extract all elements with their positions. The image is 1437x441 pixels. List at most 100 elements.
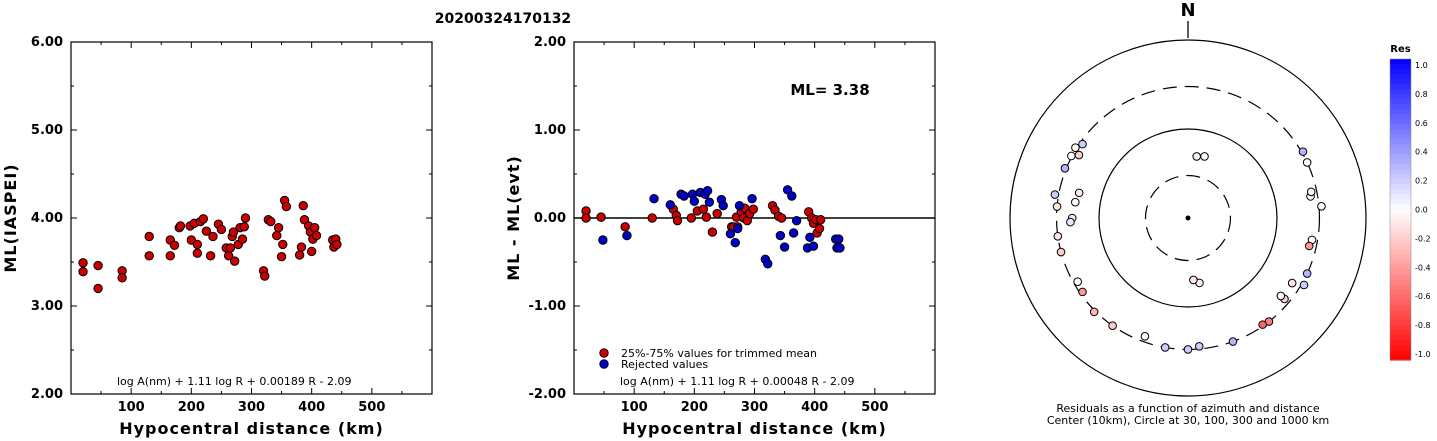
x-axis-label: Hypocentral distance (km) — [622, 419, 887, 438]
data-point — [175, 221, 186, 231]
data-point — [169, 240, 180, 250]
colorbar-segment — [1390, 69, 1411, 75]
station-residual-marker — [1078, 287, 1087, 297]
accepted-point — [672, 215, 683, 226]
data-point — [306, 246, 317, 257]
colorbar-segment — [1390, 234, 1411, 241]
colorbar-tick-label: -0.8 — [1415, 321, 1431, 330]
y-tick-label: 6.00 — [31, 35, 63, 50]
accepted-point — [815, 215, 826, 225]
colorbar-segment — [1390, 209, 1411, 216]
colorbar-segment — [1390, 59, 1411, 65]
data-point — [240, 213, 251, 223]
data-point — [117, 273, 127, 283]
accepted-point — [686, 213, 697, 223]
colorbar-segment — [1390, 154, 1411, 160]
accepted-point — [701, 212, 712, 222]
colorbar-segment — [1390, 124, 1411, 130]
data-point — [294, 250, 305, 260]
colorbar-segment — [1390, 79, 1411, 85]
rejected-point — [747, 193, 757, 204]
rejected-point — [835, 243, 845, 253]
colorbar-segment — [1390, 299, 1411, 306]
data-point — [78, 266, 88, 277]
colorbar-segment — [1390, 294, 1411, 301]
colorbar-segment — [1390, 144, 1411, 150]
y-axis-label: ML - ML(evt) — [504, 155, 523, 281]
rejected-point — [787, 191, 797, 201]
station-residual-marker — [1258, 320, 1267, 329]
data-point — [276, 252, 287, 262]
colorbar-segment — [1390, 169, 1411, 175]
station-residual-marker — [1060, 163, 1070, 173]
station-residual-marker — [1070, 197, 1080, 207]
station-residual-marker — [1276, 291, 1286, 301]
data-point — [273, 222, 284, 233]
colorbar-tick-label: 0.8 — [1415, 90, 1428, 99]
data-point — [266, 216, 276, 227]
y-tick-label: 2.00 — [31, 387, 63, 402]
x-tick-label: 100 — [621, 400, 648, 415]
polar-caption-2: Center (10km), Circle at 30, 100, 300 an… — [1047, 414, 1329, 427]
data-point — [332, 239, 342, 250]
rejected-point — [775, 230, 786, 241]
station-residual-marker — [1194, 342, 1204, 351]
formula-text: log A(nm) + 1.11 log R + 0.00189 R - 2.0… — [117, 375, 351, 388]
station-residual-marker — [1066, 217, 1075, 227]
station-residual-marker — [1089, 307, 1099, 317]
data-point — [78, 258, 88, 268]
rejected-point — [788, 228, 799, 238]
accepted-point — [698, 204, 709, 214]
station-residual-marker — [1192, 152, 1201, 161]
data-point — [239, 222, 249, 232]
colorbar-segment — [1390, 99, 1411, 105]
accepted-point — [620, 222, 630, 232]
colorbar-segment — [1390, 324, 1411, 331]
colorbar-tick-label: -0.2 — [1415, 234, 1431, 243]
residual-vs-distance-panel: -2.00 -1.00 0.00 1.00 2.00 100 200 300 400 500 Hyp… — [504, 35, 936, 438]
colorbar-segment — [1390, 104, 1411, 110]
rejected-point — [732, 223, 743, 234]
rejected-point — [665, 200, 675, 210]
legend-marker — [599, 359, 609, 369]
plot-frame — [70, 41, 433, 395]
data-point — [237, 234, 248, 244]
data-point — [272, 230, 282, 241]
colorbar-segment — [1390, 264, 1411, 271]
rejected-point — [679, 191, 689, 201]
station-residual-marker — [1074, 188, 1084, 198]
station-residual-marker — [1071, 143, 1080, 152]
x-tick-label: 500 — [358, 400, 385, 415]
x-tick-label: 200 — [178, 400, 205, 415]
station-residual-marker — [1074, 150, 1084, 160]
y-tick-label: 0.00 — [534, 211, 566, 226]
station-residual-marker — [1287, 278, 1297, 288]
colorbar-segment — [1390, 269, 1411, 276]
colorbar-segment — [1390, 344, 1411, 351]
data-point — [205, 251, 216, 261]
colorbar-segment — [1390, 199, 1411, 206]
colorbar-segment — [1390, 274, 1411, 281]
data-point — [278, 239, 288, 250]
colorbar-segment — [1390, 244, 1411, 251]
colorbar-segment — [1390, 254, 1411, 261]
colorbar-segment — [1390, 179, 1411, 186]
formula-text: log A(nm) + 1.11 log R + 0.00048 R - 2.0… — [620, 375, 854, 388]
data-point — [216, 224, 227, 235]
colorbar-segment — [1390, 219, 1411, 226]
data-point — [260, 271, 270, 281]
accepted-point — [581, 213, 591, 223]
rejected-point — [779, 242, 790, 252]
legend-label: 25%-75% values for trimmed mean — [621, 347, 817, 360]
data-point — [281, 201, 292, 212]
accepted-point — [748, 204, 758, 214]
polar-caption-1: Residuals as a function of azimuth and d… — [1056, 402, 1319, 415]
ml-annotation: ML= 3.38 — [790, 81, 869, 99]
rejected-point — [763, 259, 773, 269]
y-tick-label: 2.00 — [534, 35, 566, 50]
data-point — [208, 231, 218, 242]
colorbar-tick-label: 0.2 — [1415, 177, 1428, 186]
data-point — [192, 239, 203, 250]
y-tick-label: 1.00 — [534, 123, 566, 138]
data-point — [311, 230, 322, 241]
